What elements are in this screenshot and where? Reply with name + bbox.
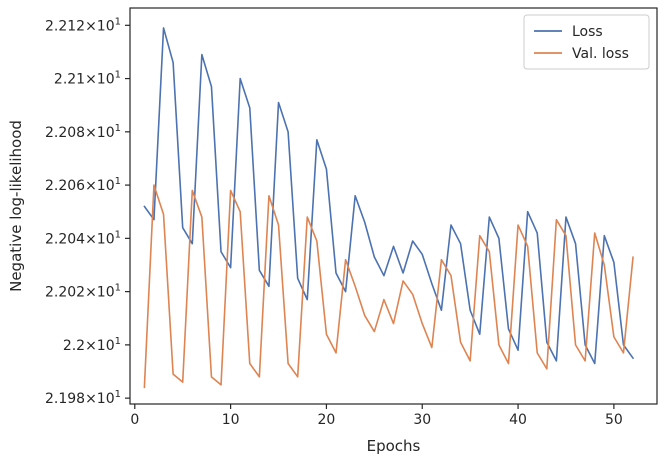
x-tick-label: 20 <box>318 412 336 428</box>
y-tick-label: 2.21×101 <box>54 70 121 88</box>
y-tick-label: 2.212×101 <box>45 16 121 34</box>
y-tick-label: 2.198×101 <box>45 389 121 407</box>
legend: Loss Val. loss <box>523 14 650 70</box>
y-tick-label: 2.206×101 <box>45 176 121 194</box>
y-tick-label: 2.204×101 <box>45 229 121 247</box>
x-axis-label: Epochs <box>367 437 421 455</box>
x-tick-label: 0 <box>130 412 139 428</box>
legend-box <box>523 14 650 70</box>
plot-area-frame <box>129 7 658 405</box>
legend-label: Loss <box>572 24 603 40</box>
y-axis-label: Negative log-likelihood <box>7 120 25 292</box>
x-tick-label: 40 <box>509 412 527 428</box>
x-tick-label: 30 <box>413 412 431 428</box>
x-tick-label: 50 <box>605 412 623 428</box>
y-tick-label: 2.202×101 <box>45 283 121 301</box>
y-tick-label: 2.208×101 <box>45 123 121 141</box>
series-line-loss <box>143 27 634 365</box>
series-line-val-loss <box>143 184 634 389</box>
x-tick-label: 10 <box>222 412 240 428</box>
y-tick-label: 2.2×101 <box>63 336 121 354</box>
legend-label: Val. loss <box>572 46 629 62</box>
y-axis-ticks: 2.198×101 2.2×101 2.202×101 2.204×101 2.206×… <box>45 16 130 407</box>
x-axis-ticks: 0 10 20 30 40 50 <box>130 404 623 428</box>
series-lines <box>143 27 634 389</box>
